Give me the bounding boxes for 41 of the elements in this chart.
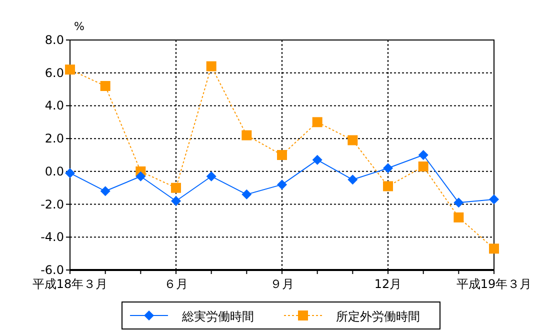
y-axis-title: % xyxy=(74,20,84,33)
point xyxy=(277,180,287,190)
point xyxy=(100,81,110,91)
x-tick-label: 平成19年３月 xyxy=(456,277,532,291)
x-tick-label: ６月 xyxy=(164,277,188,291)
point xyxy=(383,181,393,192)
y-tick-label: -6.0 xyxy=(40,263,64,277)
point xyxy=(489,194,499,204)
x-tick-label: ９月 xyxy=(270,277,294,291)
point xyxy=(171,196,181,206)
y-tick-label: 2.0 xyxy=(44,132,64,146)
x-tick-label: 平成18年３月 xyxy=(32,277,108,291)
point xyxy=(65,168,75,178)
point xyxy=(312,117,322,128)
y-tick-label: 0.0 xyxy=(44,164,64,178)
point xyxy=(454,212,464,222)
legend-label: 所定外労働時間 xyxy=(336,310,420,324)
x-tick-label: 12月 xyxy=(374,277,402,291)
point xyxy=(383,163,393,174)
point xyxy=(277,150,287,160)
point xyxy=(454,198,464,208)
point xyxy=(206,171,216,182)
point xyxy=(136,171,146,182)
point xyxy=(242,130,252,140)
y-tick-label: -4.0 xyxy=(40,230,64,244)
point xyxy=(418,162,428,172)
point xyxy=(100,186,110,196)
point xyxy=(489,244,499,254)
point xyxy=(418,150,428,160)
point xyxy=(65,64,75,75)
point xyxy=(206,61,216,72)
point xyxy=(171,182,181,193)
y-tick-label: 8.0 xyxy=(44,33,64,47)
y-tick-label: -2.0 xyxy=(40,197,64,212)
y-tick-label: 4.0 xyxy=(44,98,64,113)
point xyxy=(348,174,358,185)
point xyxy=(242,189,252,200)
y-tick-label: 6.0 xyxy=(44,66,64,80)
legend-label: 総実労働時間 xyxy=(181,310,254,324)
point xyxy=(348,135,358,146)
point xyxy=(312,154,322,165)
